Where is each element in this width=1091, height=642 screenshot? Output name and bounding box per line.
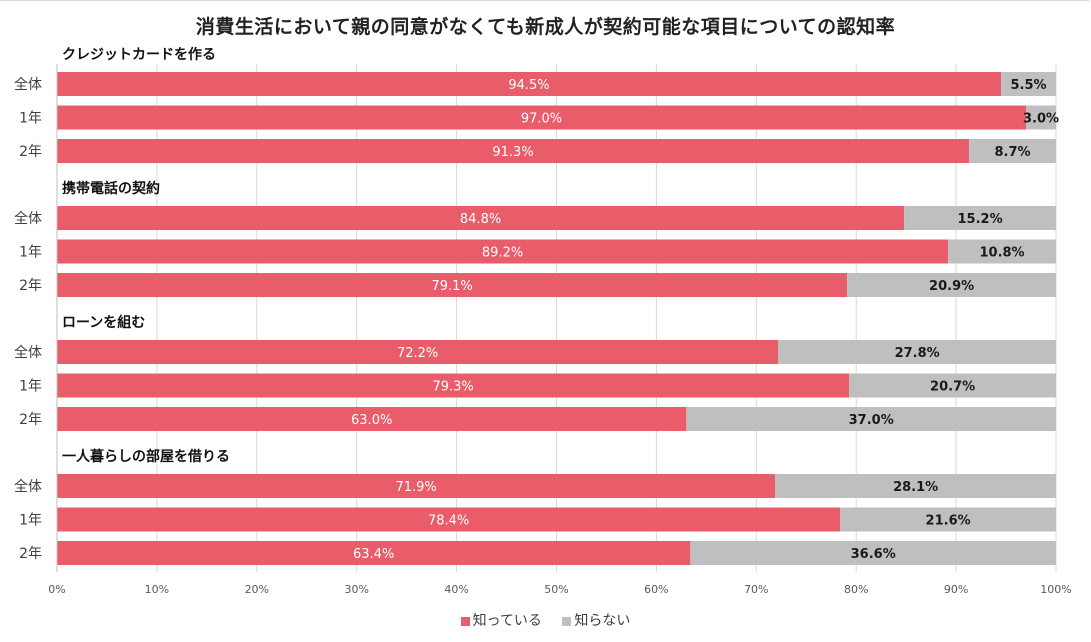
bar-dont-know	[847, 273, 1056, 297]
bar-dont-know	[840, 507, 1056, 532]
bar-dont-know	[690, 541, 1056, 565]
group-label: 一人暮らしの部屋を借りる	[62, 448, 230, 465]
data-label-dont-know: 27.8%	[895, 346, 940, 361]
bar-know	[57, 105, 1027, 130]
data-label-know: 94.5%	[508, 78, 549, 93]
bar-dont-know	[1001, 72, 1056, 96]
x-tick-label: 70%	[744, 583, 768, 596]
bar-dont-know	[1026, 105, 1056, 130]
legend-swatch-dont-know	[562, 616, 572, 626]
data-label-dont-know: 8.7%	[995, 145, 1031, 160]
data-label-dont-know: 21.6%	[926, 514, 971, 529]
data-label-know: 72.2%	[397, 346, 438, 361]
data-label-dont-know: 28.1%	[893, 480, 938, 495]
bar-know	[57, 139, 970, 163]
legend-swatch-know	[460, 616, 470, 626]
data-label-dont-know: 5.5%	[1010, 78, 1046, 93]
bar-know	[57, 507, 841, 532]
data-label-know: 63.4%	[353, 547, 394, 562]
bar-know	[57, 273, 848, 297]
x-tick-label: 100%	[1040, 583, 1071, 596]
legend-label-know: 知っている	[472, 613, 542, 629]
category-label: 1年	[19, 379, 42, 395]
bar-know	[57, 239, 949, 264]
data-label-dont-know: 3.0%	[1023, 112, 1059, 127]
bar-dont-know	[778, 340, 1056, 364]
data-label-dont-know: 20.7%	[930, 380, 975, 395]
x-tick-label: 10%	[145, 583, 169, 596]
data-label-know: 63.0%	[351, 413, 392, 428]
bar-dont-know	[849, 373, 1056, 398]
category-label: 1年	[19, 513, 42, 529]
x-tick-label: 0%	[48, 583, 65, 596]
chart-title: 消費生活において親の同意がなくても新成人が契約可能な項目についての認知率	[195, 16, 896, 38]
bar-dont-know	[948, 239, 1056, 264]
group-label: クレジットカードを作る	[62, 46, 216, 63]
data-label-dont-know: 36.6%	[851, 547, 896, 562]
data-label-dont-know: 15.2%	[958, 212, 1003, 227]
category-label: 全体	[14, 76, 42, 93]
category-label: 1年	[19, 245, 42, 261]
legend: 知っている 知らない	[0, 610, 1091, 630]
x-tick-label: 60%	[644, 583, 668, 596]
bar-dont-know	[969, 139, 1056, 163]
bar-know	[57, 340, 779, 364]
legend-item-dont-know: 知らない	[562, 610, 630, 630]
category-label: 全体	[14, 344, 42, 361]
category-label: 全体	[14, 210, 42, 227]
category-label: 全体	[14, 478, 42, 495]
x-tick-label: 80%	[844, 583, 868, 596]
category-label: 2年	[19, 144, 42, 160]
bar-know	[57, 72, 1002, 96]
data-label-know: 97.0%	[521, 112, 562, 127]
bar-know	[57, 373, 850, 398]
bar-know	[57, 206, 905, 230]
x-tick-label: 90%	[944, 583, 968, 596]
data-label-dont-know: 37.0%	[849, 413, 894, 428]
bar-know	[57, 541, 691, 565]
data-label-know: 78.4%	[428, 514, 469, 529]
x-tick-label: 40%	[444, 583, 468, 596]
group-label: 携帯電話の契約	[62, 180, 160, 197]
category-label: 2年	[19, 412, 42, 428]
data-label-know: 79.3%	[432, 380, 473, 395]
data-label-dont-know: 10.8%	[979, 246, 1024, 261]
group-label: ローンを組む	[62, 314, 145, 331]
legend-item-know: 知っている	[460, 610, 542, 630]
data-label-know: 71.9%	[395, 480, 436, 495]
data-label-know: 91.3%	[492, 145, 533, 160]
x-tick-label: 30%	[344, 583, 368, 596]
data-label-dont-know: 20.9%	[929, 279, 974, 294]
bar-dont-know	[775, 474, 1056, 498]
legend-label-dont-know: 知らない	[574, 613, 631, 629]
category-label: 2年	[19, 546, 42, 562]
data-label-know: 79.1%	[431, 279, 472, 294]
data-label-know: 89.2%	[482, 246, 523, 261]
bar-dont-know	[686, 407, 1056, 431]
x-tick-label: 20%	[245, 583, 269, 596]
x-tick-label: 50%	[544, 583, 568, 596]
bar-dont-know	[904, 206, 1056, 230]
category-label: 1年	[19, 111, 42, 127]
bar-know	[57, 474, 776, 498]
data-label-know: 84.8%	[460, 212, 501, 227]
bar-know	[57, 407, 687, 431]
category-label: 2年	[19, 278, 42, 294]
